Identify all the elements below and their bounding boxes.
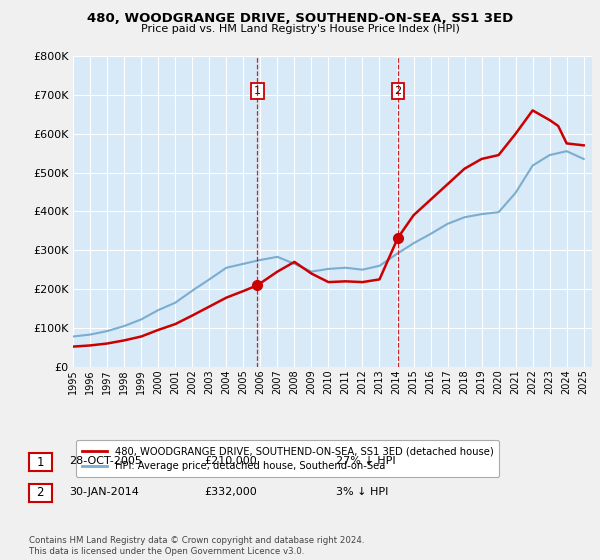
Text: 1: 1	[37, 455, 44, 469]
Text: 27% ↓ HPI: 27% ↓ HPI	[336, 456, 395, 466]
Text: 2: 2	[37, 486, 44, 500]
Text: 480, WOODGRANGE DRIVE, SOUTHEND-ON-SEA, SS1 3ED: 480, WOODGRANGE DRIVE, SOUTHEND-ON-SEA, …	[87, 12, 513, 25]
Text: 2: 2	[394, 86, 401, 96]
Text: Contains HM Land Registry data © Crown copyright and database right 2024.
This d: Contains HM Land Registry data © Crown c…	[29, 536, 364, 556]
Text: £210,000: £210,000	[204, 456, 257, 466]
Legend: 480, WOODGRANGE DRIVE, SOUTHEND-ON-SEA, SS1 3ED (detached house), HPI: Average p: 480, WOODGRANGE DRIVE, SOUTHEND-ON-SEA, …	[76, 440, 499, 477]
Text: £332,000: £332,000	[204, 487, 257, 497]
Text: Price paid vs. HM Land Registry's House Price Index (HPI): Price paid vs. HM Land Registry's House …	[140, 24, 460, 34]
Text: 28-OCT-2005: 28-OCT-2005	[69, 456, 142, 466]
Text: 3% ↓ HPI: 3% ↓ HPI	[336, 487, 388, 497]
Text: 30-JAN-2014: 30-JAN-2014	[69, 487, 139, 497]
Text: 1: 1	[254, 86, 261, 96]
